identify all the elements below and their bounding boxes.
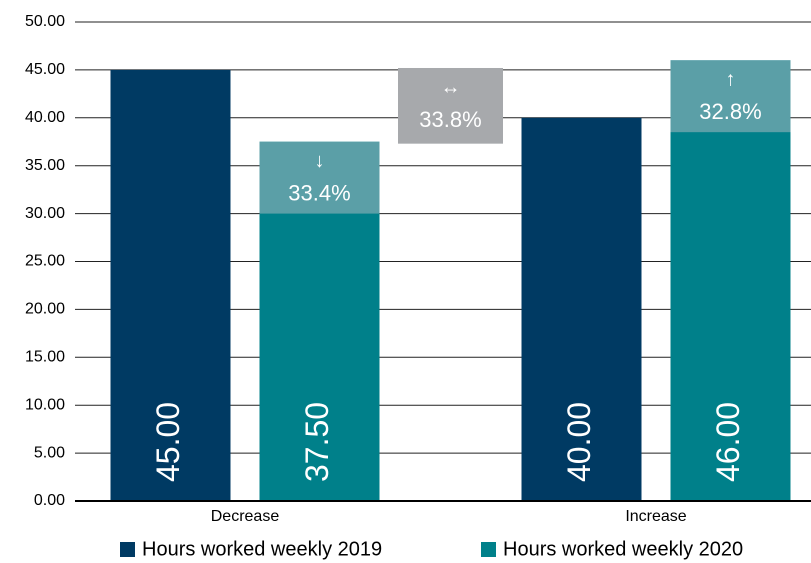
bar	[110, 69, 231, 502]
value-label: 40.00	[561, 402, 597, 482]
annotation-label: 33.8%	[419, 107, 481, 132]
annotation-label: 32.8%	[699, 99, 761, 124]
y-tick-label: 5.00	[34, 444, 65, 461]
y-tick-label: 10.00	[25, 396, 65, 413]
y-tick-label: 15.00	[25, 349, 65, 366]
annotation-box	[398, 67, 503, 144]
legend-label: Hours worked weekly 2019	[142, 538, 382, 560]
x-tick-label: Increase	[625, 508, 686, 525]
annotation-arrow: ↑	[726, 69, 736, 91]
legend-label: Hours worked weekly 2020	[503, 538, 743, 560]
y-tick-label: 20.00	[25, 301, 65, 318]
y-tick-label: 40.00	[25, 109, 65, 126]
bar	[521, 117, 642, 502]
annotation-box	[259, 141, 380, 214]
value-label: 37.50	[299, 402, 335, 482]
y-tick-label: 25.00	[25, 253, 65, 270]
y-tick-label: 35.00	[25, 157, 65, 174]
y-tick-label: 0.00	[34, 492, 65, 509]
y-tick-label: 45.00	[25, 61, 65, 78]
y-tick-label: 30.00	[25, 205, 65, 222]
annotation-label: 33.4%	[288, 181, 350, 206]
x-tick-label: Decrease	[211, 508, 280, 525]
bar	[670, 60, 791, 501]
legend-swatch	[481, 542, 496, 557]
legend-swatch	[120, 542, 135, 557]
annotation-arrow: ↓	[315, 150, 325, 172]
annotation-box	[670, 60, 791, 133]
value-label: 45.00	[150, 402, 186, 482]
y-tick-label: 50.00	[25, 13, 65, 30]
value-label: 46.00	[710, 402, 746, 482]
annotation-arrow: ↔	[441, 76, 461, 98]
